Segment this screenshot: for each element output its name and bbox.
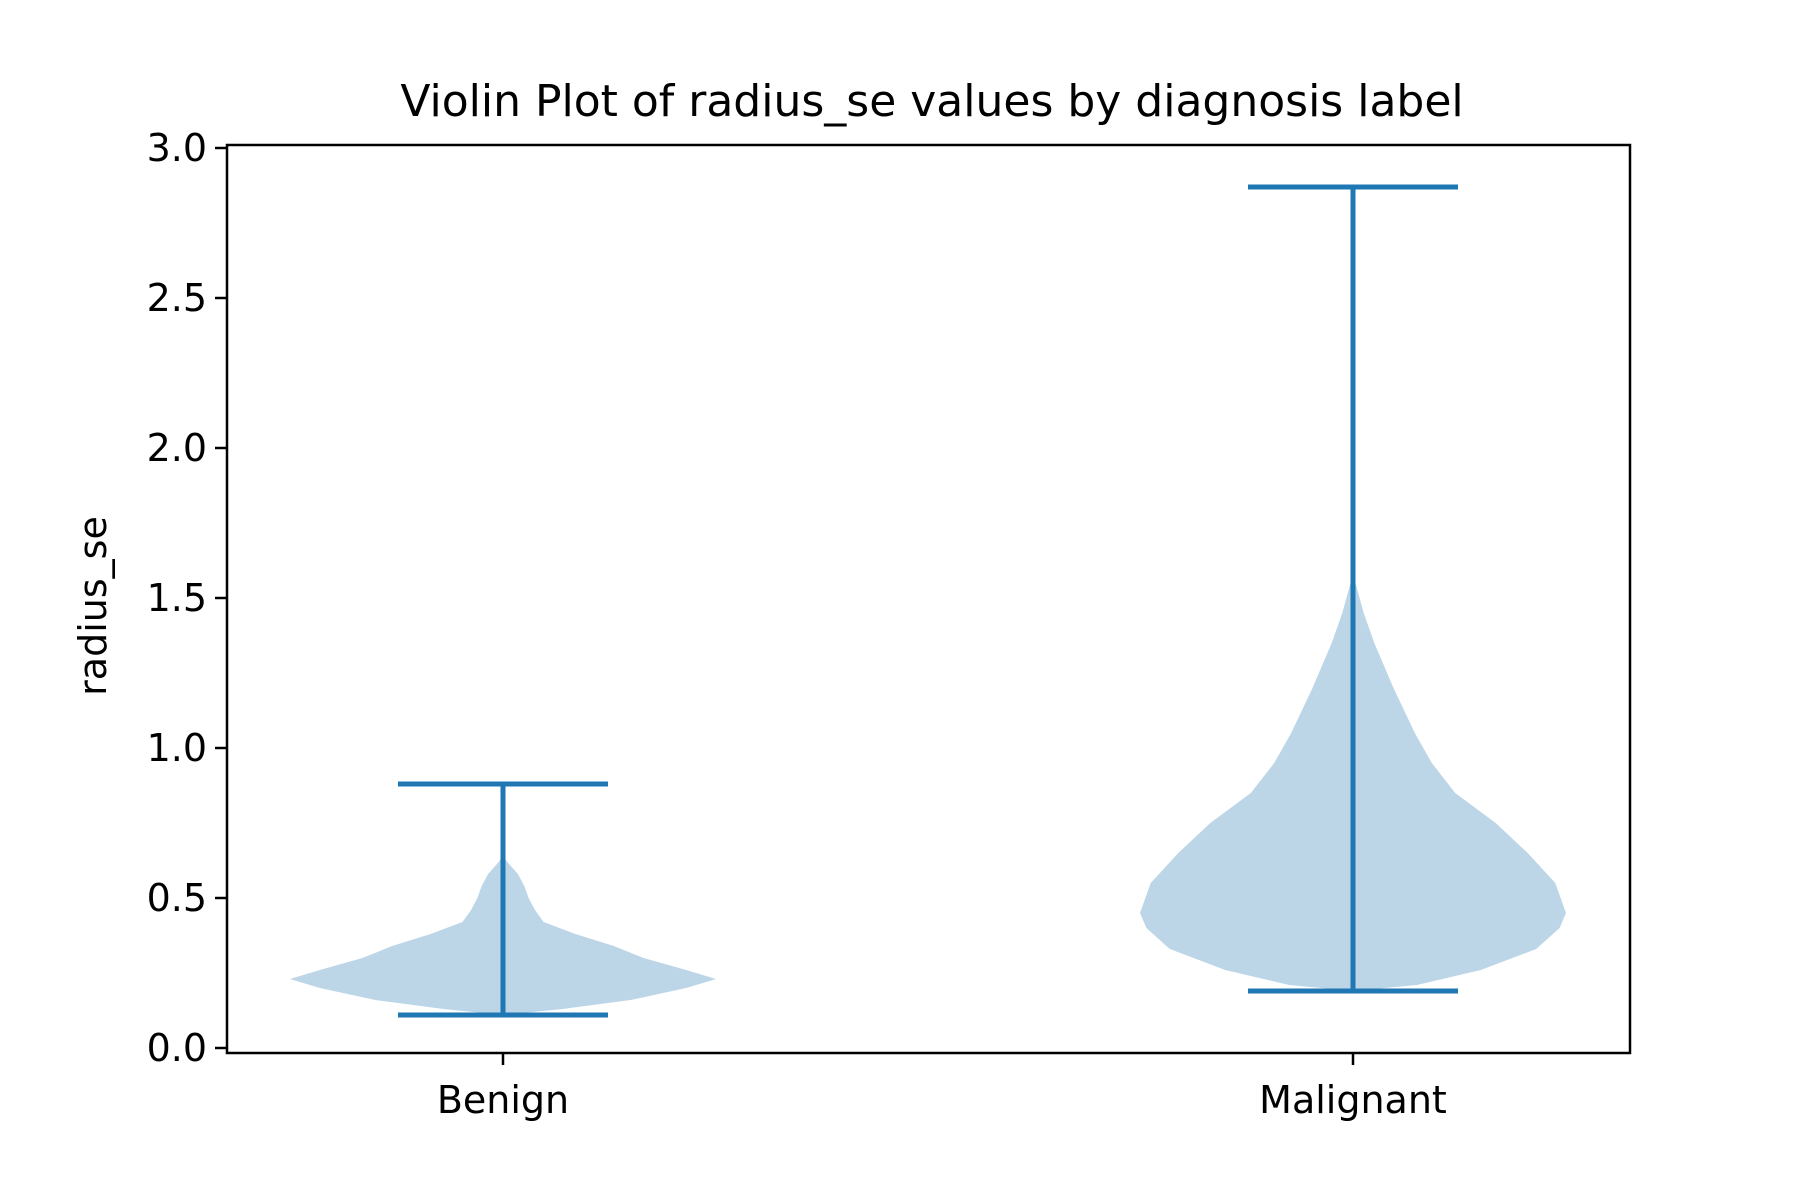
y-tick-label: 0.0 bbox=[147, 1026, 207, 1070]
axis-ticks: 0.0 0.5 1.0 1.5 2.0 2.5 3.0 Benign Malignant bbox=[147, 126, 1447, 1122]
plot-frame bbox=[225, 143, 1632, 1055]
y-tick-label: 0.5 bbox=[147, 876, 207, 920]
y-tick-label: 2.0 bbox=[147, 426, 207, 470]
violin-bodies bbox=[290, 184, 1566, 1018]
y-tick-label: 1.5 bbox=[147, 576, 207, 620]
y-tick-label: 2.5 bbox=[147, 276, 207, 320]
x-tick-label: Malignant bbox=[1259, 1078, 1447, 1122]
x-tick-label: Benign bbox=[437, 1078, 569, 1122]
y-axis-label: radius_se bbox=[71, 516, 115, 696]
y-tick-label: 3.0 bbox=[147, 126, 207, 170]
y-tick-label: 1.0 bbox=[147, 726, 207, 770]
chart-title: Violin Plot of radius_se values by diagn… bbox=[400, 76, 1463, 127]
